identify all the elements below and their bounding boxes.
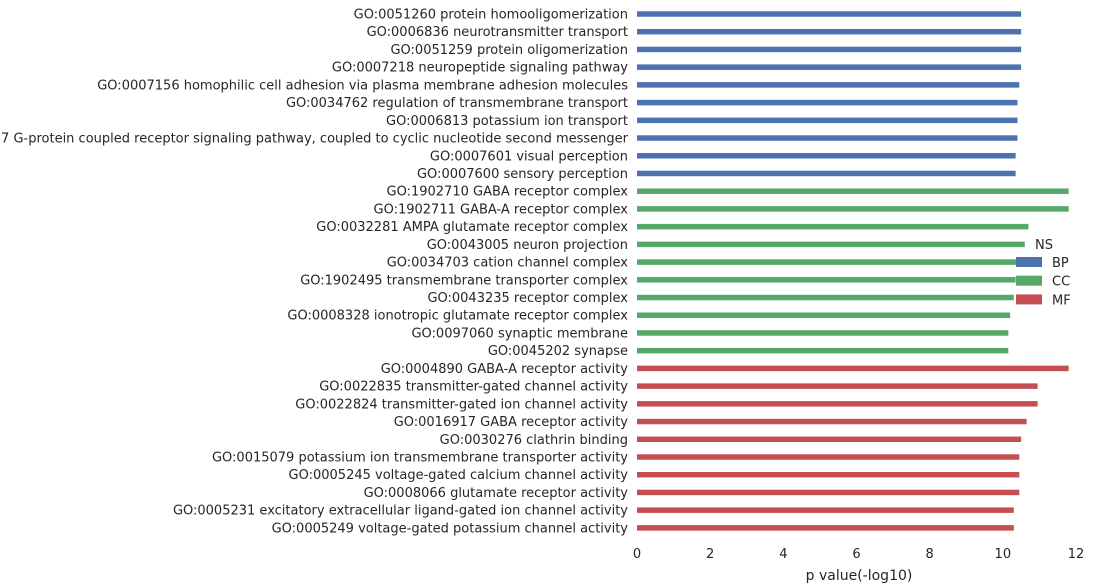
category-label: GO:0008328 ionotropic glutamate receptor… bbox=[287, 309, 628, 324]
bar-bp bbox=[637, 99, 1018, 106]
bar-cc bbox=[637, 312, 1011, 318]
bar-cc bbox=[637, 347, 1009, 354]
bar-cc bbox=[637, 259, 1023, 265]
bar-mf bbox=[637, 401, 1038, 407]
bar-bp bbox=[637, 28, 1022, 35]
x-axis-label: p value(-log10) bbox=[806, 568, 913, 584]
category-label: GO:0007600 sensory perception bbox=[417, 167, 628, 182]
bar-cc bbox=[637, 206, 1069, 212]
bar-bp bbox=[637, 82, 1020, 88]
legend-label-mf: MF bbox=[1052, 293, 1071, 308]
bar-mf bbox=[637, 471, 1020, 478]
bar-bp bbox=[637, 153, 1016, 159]
bar-bp bbox=[637, 46, 1022, 53]
category-label: GO:0008066 glutamate receptor activity bbox=[364, 486, 629, 501]
category-labels: GO:0051260 protein homooligomerization GO… bbox=[0, 8, 629, 537]
bar-cc bbox=[637, 241, 1025, 248]
x-tick-label: 10 bbox=[995, 547, 1012, 562]
category-label: GO:0006836 neurotransmitter transport bbox=[367, 25, 628, 40]
legend-label-cc: CC bbox=[1052, 275, 1070, 290]
legend-title: NS bbox=[1035, 238, 1053, 253]
category-label: GO:0043235 receptor complex bbox=[427, 291, 628, 306]
x-axis: 0 2 4 6 8 10 12 bbox=[633, 547, 1084, 562]
bar-mf bbox=[637, 454, 1020, 460]
category-label: GO:0005231 excitatory extracellular liga… bbox=[173, 504, 628, 519]
legend-label-bp: BP bbox=[1052, 256, 1069, 271]
category-label: GO:0004890 GABA-A receptor activity bbox=[381, 362, 629, 377]
bar-bp bbox=[637, 11, 1022, 17]
bar-mf bbox=[637, 489, 1020, 496]
legend-swatch-mf bbox=[1016, 294, 1042, 305]
bar-cc bbox=[637, 188, 1069, 194]
category-label: GO:0007601 visual perception bbox=[430, 149, 628, 164]
x-tick-label: 2 bbox=[706, 547, 714, 562]
category-label: GO:0007156 homophilic cell adhesion via … bbox=[97, 78, 628, 93]
legend-swatch-cc bbox=[1016, 275, 1042, 286]
category-label: GO:0030276 clathrin binding bbox=[440, 433, 628, 448]
legend: NS BP CC MF bbox=[1016, 238, 1071, 308]
bar-mf bbox=[637, 436, 1022, 443]
x-tick-label: 4 bbox=[779, 547, 787, 562]
category-label: GO:0022824 transmitter-gated ion channel… bbox=[295, 397, 628, 412]
x-tick-label: 8 bbox=[926, 547, 934, 562]
bar-cc bbox=[637, 277, 1016, 283]
category-label: GO:0032281 AMPA glutamate receptor compl… bbox=[316, 220, 628, 235]
bar-mf bbox=[637, 525, 1014, 531]
bar-cc bbox=[637, 223, 1029, 230]
category-label: GO:0097060 synaptic membrane bbox=[411, 326, 628, 341]
bar-mf bbox=[637, 365, 1069, 372]
bar-mf bbox=[637, 383, 1038, 389]
category-label: GO:0043005 neuron projection bbox=[427, 238, 628, 253]
category-label: GO:0015079 potassium ion transmembrane t… bbox=[212, 451, 628, 466]
legend-swatch-bp bbox=[1016, 257, 1042, 267]
bar-mf bbox=[637, 507, 1014, 513]
bar-mf bbox=[637, 418, 1027, 425]
bar-cc bbox=[637, 294, 1014, 301]
category-label: GO:0045202 synapse bbox=[488, 344, 628, 359]
category-label: GO:0005249 voltage-gated potassium chann… bbox=[272, 521, 629, 536]
category-label: GO:0051259 protein oligomerization bbox=[390, 43, 628, 58]
category-label: GO:0007187 G-protein coupled receptor si… bbox=[0, 132, 629, 147]
category-label: GO:0016917 GABA receptor activity bbox=[394, 415, 629, 430]
bar-bp bbox=[637, 117, 1018, 124]
x-tick-label: 6 bbox=[852, 547, 860, 562]
category-label: GO:0007218 neuropeptide signaling pathwa… bbox=[332, 61, 628, 76]
bar-bp bbox=[637, 170, 1016, 177]
category-label: GO:1902495 transmembrane transporter com… bbox=[300, 273, 628, 288]
category-label: GO:0005245 voltage-gated calcium channel… bbox=[289, 468, 629, 483]
category-label: GO:0006813 potassium ion transport bbox=[386, 114, 628, 129]
category-label: GO:1902711 GABA-A receptor complex bbox=[374, 202, 629, 217]
category-label: GO:1902710 GABA receptor complex bbox=[387, 185, 629, 200]
bars-layer bbox=[637, 11, 1069, 531]
category-label: GO:0022835 transmitter-gated channel act… bbox=[319, 380, 628, 395]
bar-bp bbox=[637, 64, 1022, 70]
category-label: GO:0034762 regulation of transmembrane t… bbox=[286, 96, 628, 111]
x-tick-label: 12 bbox=[1068, 547, 1085, 562]
category-label: GO:0034703 cation channel complex bbox=[387, 256, 629, 271]
bar-bp bbox=[637, 135, 1018, 141]
category-label: GO:0051260 protein homooligomerization bbox=[354, 8, 628, 23]
bar-cc bbox=[637, 330, 1009, 336]
x-tick-label: 0 bbox=[633, 547, 641, 562]
